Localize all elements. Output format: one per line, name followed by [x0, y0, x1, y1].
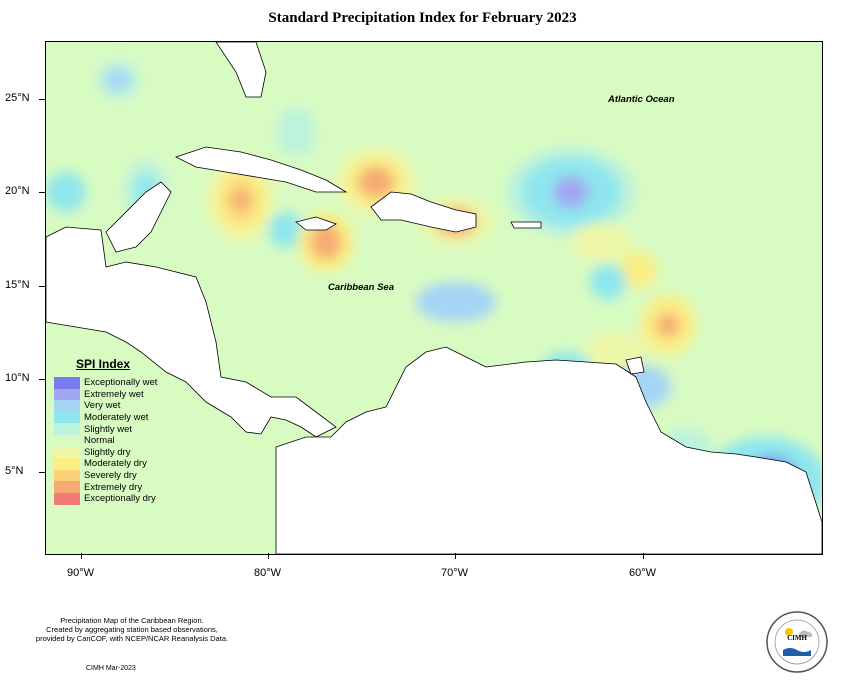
- legend-item: Moderately wet: [54, 411, 174, 424]
- y-tick-mark: [39, 472, 45, 473]
- legend-swatch: [54, 411, 80, 424]
- logo-text: CIMH: [787, 634, 807, 642]
- y-tick-mark: [39, 286, 45, 287]
- legend-label: Normal: [84, 435, 115, 447]
- legend-label: Very wet: [84, 400, 121, 412]
- y-tick-label: 25°N: [5, 92, 30, 104]
- legend-item: Normal: [54, 434, 174, 447]
- x-tick-mark: [268, 553, 269, 559]
- legend-item: Moderately dry: [54, 458, 174, 470]
- map-area: Atlantic Ocean Caribbean Sea SPI Index E…: [45, 41, 823, 555]
- footer-credit: CIMH Mar-2023: [86, 665, 136, 672]
- legend-swatch: [54, 446, 80, 459]
- legend-label: Slightly wet: [84, 423, 133, 435]
- x-tick-label: 60°W: [629, 567, 657, 579]
- legend-label: Moderately dry: [84, 458, 147, 470]
- legend-item: Exceptionally dry: [54, 492, 174, 505]
- x-tick-mark: [643, 553, 644, 559]
- legend-swatch: [54, 388, 80, 401]
- x-tick-label: 80°W: [254, 567, 282, 579]
- label-atlantic-ocean: Atlantic Ocean: [608, 94, 675, 105]
- x-tick-mark: [455, 553, 456, 559]
- y-tick-label: 15°N: [5, 279, 30, 291]
- legend-label: Slightly dry: [84, 446, 131, 458]
- legend-label: Severely dry: [84, 470, 137, 482]
- legend-item: Extremely dry: [54, 481, 174, 493]
- legend-swatch: [54, 434, 80, 447]
- spi-anomaly-layer: [46, 60, 822, 542]
- x-tick-label: 70°W: [441, 567, 469, 579]
- legend-item: Very wet: [54, 400, 174, 412]
- x-tick-mark: [81, 553, 82, 559]
- y-tick-label: 10°N: [5, 372, 30, 384]
- legend-label: Exceptionally wet: [84, 377, 158, 389]
- legend-item: Severely dry: [54, 469, 174, 482]
- legend-item: Slightly wet: [54, 423, 174, 435]
- legend-swatch: [54, 458, 80, 470]
- footer-note: Precipitation Map of the Caribbean Regio…: [12, 616, 252, 643]
- y-tick-label: 20°N: [5, 185, 30, 197]
- legend-title: SPI Index: [76, 357, 131, 371]
- legend-label: Extremely dry: [84, 481, 143, 493]
- legend-swatch: [54, 377, 80, 389]
- y-tick-mark: [39, 192, 45, 193]
- map-title: Standard Precipitation Index for Februar…: [268, 10, 577, 26]
- legend-label: Extremely wet: [84, 388, 144, 400]
- legend-swatch: [54, 469, 80, 482]
- legend-label: Moderately wet: [84, 412, 149, 424]
- footer-line-3: provided by CariCOF, with NCEP/NCAR Rean…: [35, 634, 229, 643]
- legend-swatch: [54, 400, 80, 412]
- label-caribbean-sea: Caribbean Sea: [328, 282, 394, 293]
- legend-item: Slightly dry: [54, 446, 174, 459]
- y-tick-mark: [39, 99, 45, 100]
- y-tick-label: 5°N: [5, 465, 24, 477]
- spi-map: [46, 42, 822, 554]
- legend: SPI Index Exceptionally wet Extremely wet…: [54, 357, 174, 505]
- legend-item: Extremely wet: [54, 388, 174, 401]
- x-tick-label: 90°W: [67, 567, 95, 579]
- legend-swatch: [54, 423, 80, 435]
- legend-label: Exceptionally dry: [84, 493, 156, 505]
- cimh-logo: CIMH: [765, 610, 829, 674]
- legend-item: Exceptionally wet: [54, 377, 174, 389]
- legend-items: Exceptionally wet Extremely wet Very wet Mo…: [54, 377, 174, 505]
- footer-line-2: Created by aggregating station based obs…: [46, 625, 218, 634]
- legend-swatch: [54, 481, 80, 493]
- land-masses: [46, 42, 822, 554]
- y-tick-mark: [39, 379, 45, 380]
- footer-line-1: Precipitation Map of the Caribbean Regio…: [60, 616, 204, 625]
- legend-swatch: [54, 492, 80, 505]
